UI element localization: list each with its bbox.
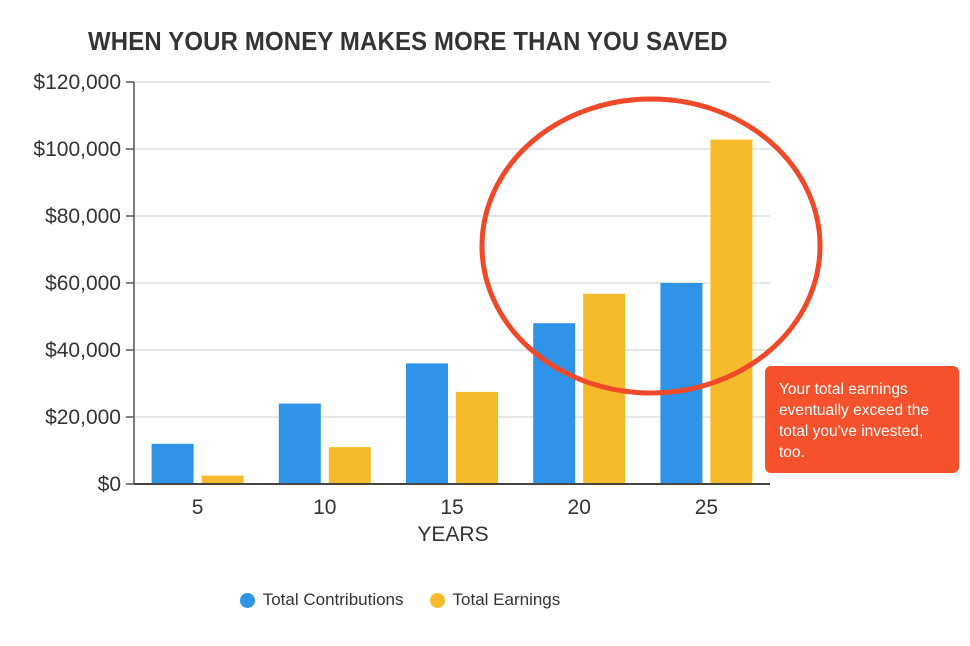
legend-label-earnings: Total Earnings bbox=[452, 590, 561, 609]
legend-item-contributions: Total Contributions bbox=[239, 590, 404, 610]
legend-swatch-earnings bbox=[429, 592, 445, 608]
bar-earnings bbox=[328, 447, 371, 484]
bar-earnings bbox=[456, 391, 498, 484]
x-tick-label: 10 bbox=[313, 496, 336, 519]
x-tick-label: 20 bbox=[568, 496, 591, 519]
bar-contributions bbox=[151, 443, 194, 484]
axes bbox=[126, 81, 770, 485]
annotation-text: Your total earnings eventually exceed th… bbox=[779, 381, 929, 461]
annotation-callout: Your total earnings eventually exceed th… bbox=[765, 366, 959, 473]
y-axis-ticks: $0 $20,000 $40,000 $60,000 $80,000 $100,000 $1… bbox=[33, 71, 121, 496]
bar-contributions bbox=[278, 403, 321, 484]
x-tick-label: 15 bbox=[440, 496, 463, 519]
highlight-circle bbox=[479, 96, 823, 396]
bar-contributions bbox=[406, 363, 448, 484]
bar-earnings bbox=[201, 475, 244, 484]
x-axis-ticks: 5 10 15 20 25 bbox=[192, 496, 718, 519]
y-tick-label: $120,000 bbox=[33, 71, 121, 94]
y-tick-label: $0 bbox=[98, 473, 121, 496]
legend: Total Contributions Total Earnings bbox=[0, 590, 800, 610]
y-tick-label: $20,000 bbox=[45, 406, 121, 429]
legend-item-earnings: Total Earnings bbox=[429, 590, 561, 610]
bar-contributions bbox=[533, 323, 576, 484]
chart-title: WHEN YOUR MONEY MAKES MORE THAN YOU SAVE… bbox=[88, 26, 728, 56]
legend-label-contributions: Total Contributions bbox=[262, 590, 404, 609]
y-tick-label: $80,000 bbox=[45, 205, 121, 228]
y-tick-label: $60,000 bbox=[45, 272, 121, 295]
bar-contributions bbox=[660, 283, 703, 484]
x-tick-label: 25 bbox=[695, 496, 718, 519]
y-tick-label: $40,000 bbox=[45, 339, 121, 362]
x-tick-label: 5 bbox=[192, 496, 204, 519]
x-axis-label: YEARS bbox=[417, 523, 488, 546]
legend-swatch-contributions bbox=[239, 592, 255, 608]
bars bbox=[151, 139, 753, 484]
bar-earnings bbox=[710, 139, 753, 484]
y-tick-label: $100,000 bbox=[33, 138, 121, 161]
